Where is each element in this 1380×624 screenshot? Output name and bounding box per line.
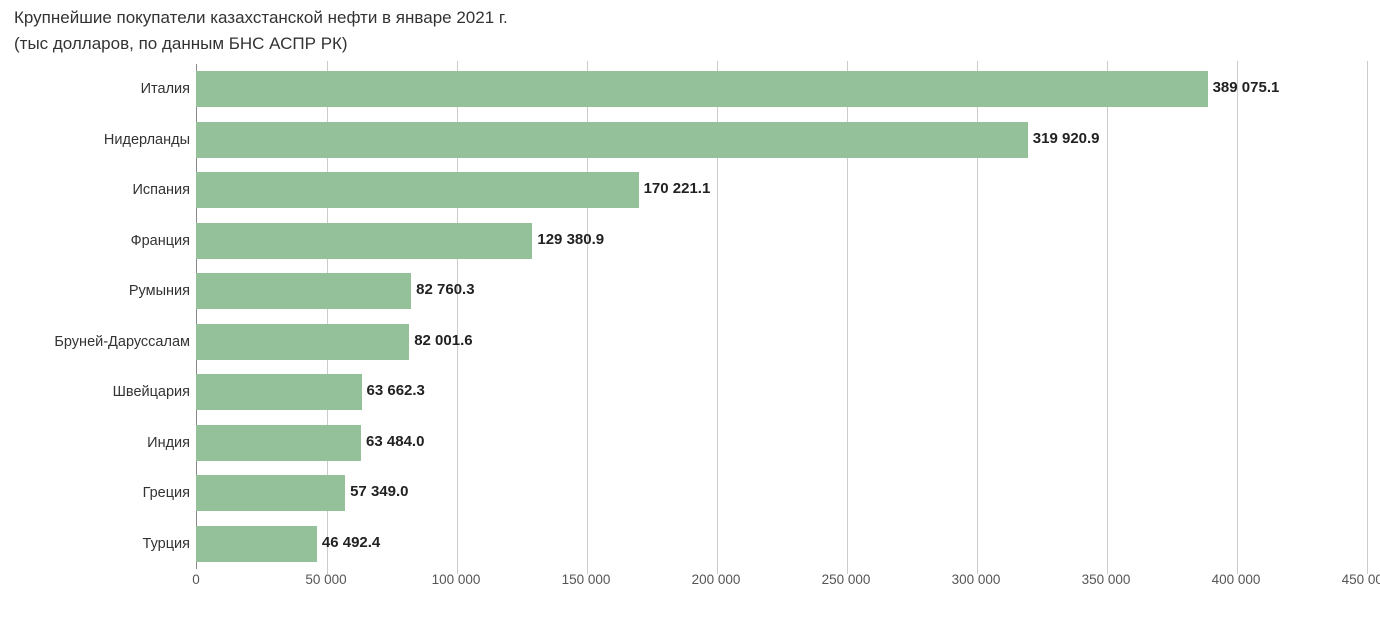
- bar: [196, 475, 345, 511]
- chart-title-line2: (тыс долларов, по данным БНС АСПР РК): [14, 31, 1370, 57]
- chart-title-line1: Крупнейшие покупатели казахстанской нефт…: [14, 5, 1370, 31]
- bar-row: 63 662.3: [196, 367, 1366, 418]
- bar-row: 389 075.1: [196, 64, 1366, 115]
- gridline: [1367, 61, 1368, 574]
- bar: [196, 374, 362, 410]
- bar-row: 82 760.3: [196, 266, 1366, 317]
- y-category-label: Испания: [132, 165, 190, 216]
- bar: [196, 71, 1208, 107]
- bar: [196, 324, 409, 360]
- x-tick-label: 450 000: [1342, 572, 1380, 587]
- bar: [196, 273, 411, 309]
- chart-area: 389 075.1 319 920.9 170 221.1 129 380.9 82 7…: [10, 64, 1370, 599]
- x-tick-label: 100 000: [432, 572, 481, 587]
- bar-value-label: 82 760.3: [416, 281, 474, 298]
- bar-value-label: 319 920.9: [1033, 130, 1100, 147]
- y-axis-labels: ИталияНидерландыИспанияФранцияРумынияБру…: [10, 64, 190, 569]
- y-category-label: Нидерланды: [104, 115, 190, 166]
- bar-value-label: 82 001.6: [414, 332, 472, 349]
- y-category-label: Бруней-Даруссалам: [54, 317, 190, 368]
- x-tick-label: 300 000: [952, 572, 1001, 587]
- y-category-label: Индия: [147, 418, 190, 469]
- bar-row: 46 492.4: [196, 519, 1366, 570]
- bar: [196, 223, 532, 259]
- bar-value-label: 63 484.0: [366, 433, 424, 450]
- bar: [196, 172, 639, 208]
- bar: [196, 425, 361, 461]
- bar-row: 63 484.0: [196, 418, 1366, 469]
- x-axis-labels: 050 000100 000150 000200 000250 000300 0…: [196, 572, 1366, 592]
- bar-row: 170 221.1: [196, 165, 1366, 216]
- bar-row: 57 349.0: [196, 468, 1366, 519]
- y-category-label: Швейцария: [113, 367, 190, 418]
- x-tick-label: 200 000: [692, 572, 741, 587]
- x-tick-label: 50 000: [305, 572, 346, 587]
- y-category-label: Франция: [131, 216, 190, 267]
- y-category-label: Турция: [143, 519, 190, 570]
- bar-value-label: 46 492.4: [322, 534, 380, 551]
- bar-value-label: 63 662.3: [367, 382, 425, 399]
- bar-row: 82 001.6: [196, 317, 1366, 368]
- bar-value-label: 129 380.9: [537, 231, 604, 248]
- x-tick-label: 0: [192, 572, 200, 587]
- bar-value-label: 57 349.0: [350, 483, 408, 500]
- bar-row: 129 380.9: [196, 216, 1366, 267]
- y-category-label: Италия: [141, 64, 190, 115]
- bar-row: 319 920.9: [196, 115, 1366, 166]
- x-tick-label: 150 000: [562, 572, 611, 587]
- bar: [196, 526, 317, 562]
- x-tick-label: 400 000: [1212, 572, 1261, 587]
- bar: [196, 122, 1028, 158]
- x-tick-label: 350 000: [1082, 572, 1131, 587]
- y-category-label: Румыния: [129, 266, 190, 317]
- bar-value-label: 170 221.1: [644, 180, 711, 197]
- bar-value-label: 389 075.1: [1213, 79, 1280, 96]
- x-tick-label: 250 000: [822, 572, 871, 587]
- chart-title: Крупнейшие покупатели казахстанской нефт…: [14, 5, 1370, 56]
- bars-container: 389 075.1 319 920.9 170 221.1 129 380.9 82 7…: [196, 64, 1366, 569]
- y-category-label: Греция: [143, 468, 190, 519]
